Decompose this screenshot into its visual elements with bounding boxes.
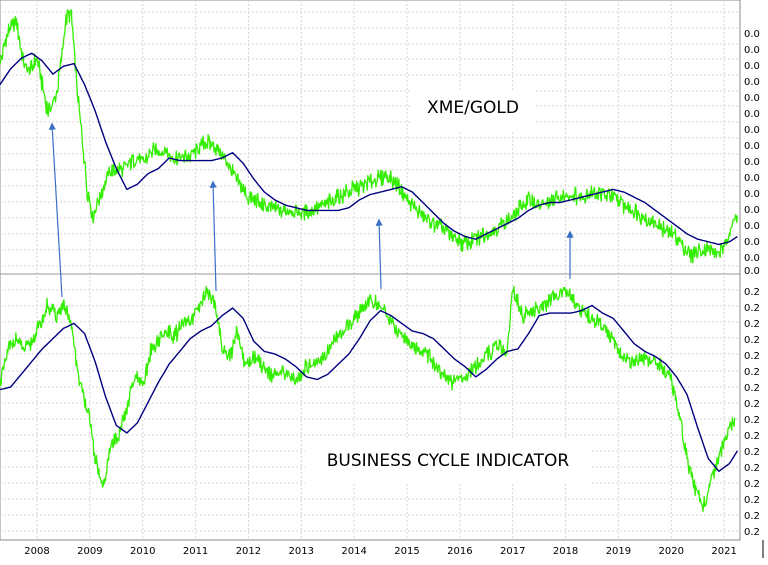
bottom-y-tick-label-5: 0.2 bbox=[744, 367, 760, 378]
bottom-y-tick-label-10: 0.2 bbox=[744, 447, 760, 458]
top-y-tick-label-10: 0.0 bbox=[744, 189, 760, 200]
top-y-tick-label-5: 0.0 bbox=[744, 109, 760, 120]
bottom-y-tick-label-4: 0.2 bbox=[744, 351, 760, 362]
top-y-tick-label-7: 0.0 bbox=[744, 141, 760, 152]
top-y-tick-label-0: 0.0 bbox=[744, 29, 760, 40]
x-tick-label-2018: 2018 bbox=[553, 546, 578, 557]
x-tick-label-2019: 2019 bbox=[606, 546, 631, 557]
x-tick-label-2013: 2013 bbox=[289, 546, 314, 557]
x-tick-label-2014: 2014 bbox=[341, 546, 366, 557]
bottom-y-tick-label-13: 0.2 bbox=[744, 495, 760, 506]
bottom-y-tick-label-0: 0.2 bbox=[744, 287, 760, 298]
top-y-tick-label-1: 0.0 bbox=[744, 45, 760, 56]
bottom-y-tick-label-2: 0.2 bbox=[744, 319, 760, 330]
bottom-y-tick-label-15: 0.2 bbox=[744, 527, 760, 538]
bottom-y-tick-label-12: 0.2 bbox=[744, 479, 760, 490]
bottom-y-tick-label-7: 0.2 bbox=[744, 399, 760, 410]
x-tick-label-2008: 2008 bbox=[24, 546, 49, 557]
cycle-arrow-2008 bbox=[48, 122, 63, 298]
top-panel-label: XME/GOLD bbox=[427, 98, 519, 118]
bottom-panel-y-tick-labels: 0.2 0.2 0.2 0.2 0.2 0.2 0.2 0.2 0.2 0.2 0.2 0.2 0.2 0… bbox=[744, 287, 760, 538]
bottom-y-tick-label-6: 0.2 bbox=[744, 383, 760, 394]
x-tick-label-2011: 2011 bbox=[183, 546, 208, 557]
x-tick-label-2015: 2015 bbox=[394, 546, 419, 557]
top-y-tick-label-12: 0.0 bbox=[744, 221, 760, 232]
cycle-arrows bbox=[48, 122, 574, 298]
top-y-tick-label-15: 0.0 bbox=[744, 266, 760, 277]
bottom-y-tick-label-9: 0.2 bbox=[744, 431, 760, 442]
cycle-arrow-2011 bbox=[209, 180, 217, 292]
bottom-y-tick-label-1: 0.2 bbox=[744, 303, 760, 314]
top-series-raw-line bbox=[0, 9, 739, 264]
x-tick-label-2010: 2010 bbox=[130, 546, 155, 557]
top-y-tick-label-8: 0.0 bbox=[744, 157, 760, 168]
bottom-y-tick-label-11: 0.2 bbox=[744, 463, 760, 474]
top-panel-y-tick-labels: 0.0 0.0 0.0 0.0 0.0 0.0 0.0 0.0 0.0 0.0 0.0 0.0 0.0 0… bbox=[744, 29, 760, 277]
bottom-y-tick-label-14: 0.2 bbox=[744, 511, 760, 522]
x-tick-labels: 2008 2009 2010 2011 2012 2013 2014 2015 2016 2017… bbox=[24, 546, 737, 557]
top-y-tick-label-4: 0.0 bbox=[744, 93, 760, 104]
bottom-series-moving-average-line bbox=[0, 304, 738, 472]
bottom-series-raw-line bbox=[0, 285, 736, 513]
top-y-tick-label-9: 0.0 bbox=[744, 173, 760, 184]
top-y-tick-label-3: 0.0 bbox=[744, 77, 760, 88]
bottom-panel-label-box: BUSINESS CYCLE INDICATOR bbox=[305, 438, 590, 484]
bottom-y-tick-label-3: 0.2 bbox=[744, 335, 760, 346]
top-y-tick-label-2: 0.0 bbox=[744, 61, 760, 72]
bottom-panel-series bbox=[0, 285, 738, 513]
bottom-panel-label: BUSINESS CYCLE INDICATOR bbox=[327, 451, 570, 471]
top-y-tick-label-13: 0.0 bbox=[744, 237, 760, 248]
x-tick-label-2009: 2009 bbox=[77, 546, 102, 557]
top-y-tick-label-14: 0.0 bbox=[744, 253, 760, 264]
cycle-arrow-2014 bbox=[375, 218, 383, 290]
top-panel-series bbox=[0, 9, 739, 264]
top-y-tick-label-11: 0.0 bbox=[744, 205, 760, 216]
top-panel-label-box: XME/GOLD bbox=[410, 90, 535, 130]
bottom-y-tick-label-8: 0.2 bbox=[744, 415, 760, 426]
x-tick-label-2012: 2012 bbox=[236, 546, 261, 557]
top-series-moving-average-line bbox=[0, 52, 738, 246]
x-tick-label-2017: 2017 bbox=[500, 546, 525, 557]
x-tick-label-2016: 2016 bbox=[447, 546, 472, 557]
top-y-tick-label-6: 0.0 bbox=[744, 125, 760, 136]
x-tick-label-2021: 2021 bbox=[711, 546, 736, 557]
x-tick-label-2020: 2020 bbox=[659, 546, 684, 557]
